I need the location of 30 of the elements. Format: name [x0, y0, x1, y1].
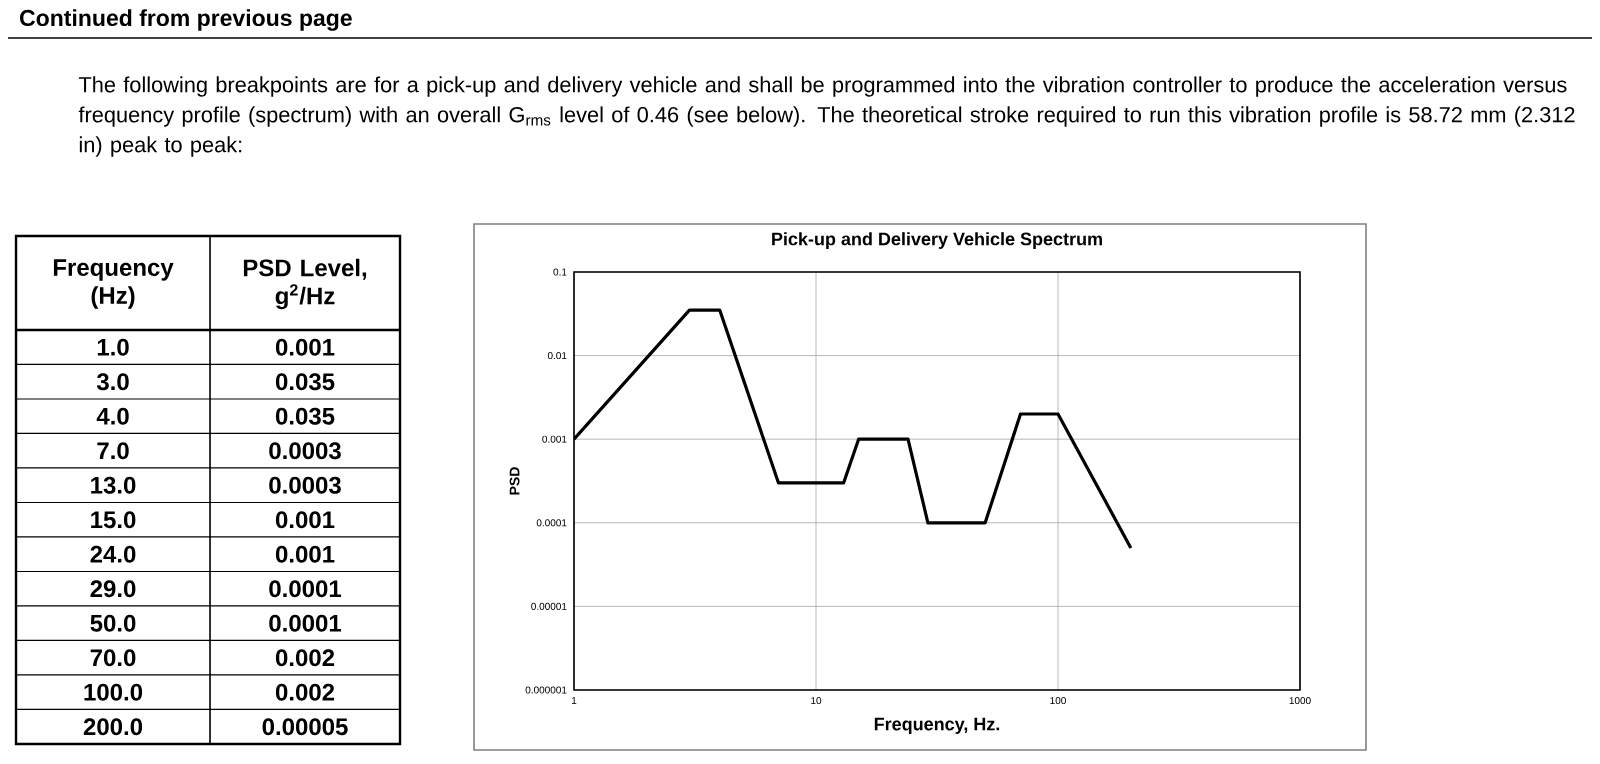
text: 0.0003: [269, 476, 341, 494]
text: 0.00005: [262, 718, 348, 736]
text: PSD Level, g$^{2}$/Hz: [243, 258, 367, 310]
text: The following breakpoints are for a pick-up and delivery vehicle and shall be programmed into the vibration controller to produce the acceleration versus frequency profile (spectrum) with an overall G$_{rms}$ level of 0.46 (see below). The theoretical stroke required to run this vibration profile is 58.72 mm (2.312 in) peak to peak:: [78, 76, 1575, 157]
text: 50.0: [90, 614, 136, 632]
text: 3.0: [96, 373, 129, 391]
text: 7.0: [97, 442, 129, 460]
text: 0.002: [275, 683, 335, 701]
text: 0.001: [275, 511, 335, 529]
text: 0.001: [275, 338, 335, 356]
text: 1.0: [97, 338, 129, 356]
text: 15.0: [91, 511, 136, 529]
text: 100.0: [84, 683, 143, 701]
text: Continued from previous page: [20, 9, 352, 31]
text: 70.0: [90, 649, 136, 667]
chart-title: Pick-up and Delivery Vehicle Spectrum: [772, 232, 1102, 249]
text: 29.0: [90, 580, 136, 598]
text: 13.0: [91, 476, 136, 494]
text: 200.0: [83, 718, 143, 736]
text: 0.035: [275, 407, 335, 425]
text: Frequency (Hz): [53, 259, 174, 309]
x-axis-title: Frequency, Hz.: [874, 717, 1000, 734]
text: 0.002: [275, 649, 335, 667]
text: 0.0003: [269, 442, 341, 460]
text: 0.035: [275, 373, 335, 391]
text: 4.0: [96, 407, 129, 425]
text: 0.0001: [269, 614, 342, 632]
text: 0.001: [275, 545, 335, 563]
text: 24.0: [90, 545, 136, 563]
text: 0.0001: [269, 580, 342, 598]
